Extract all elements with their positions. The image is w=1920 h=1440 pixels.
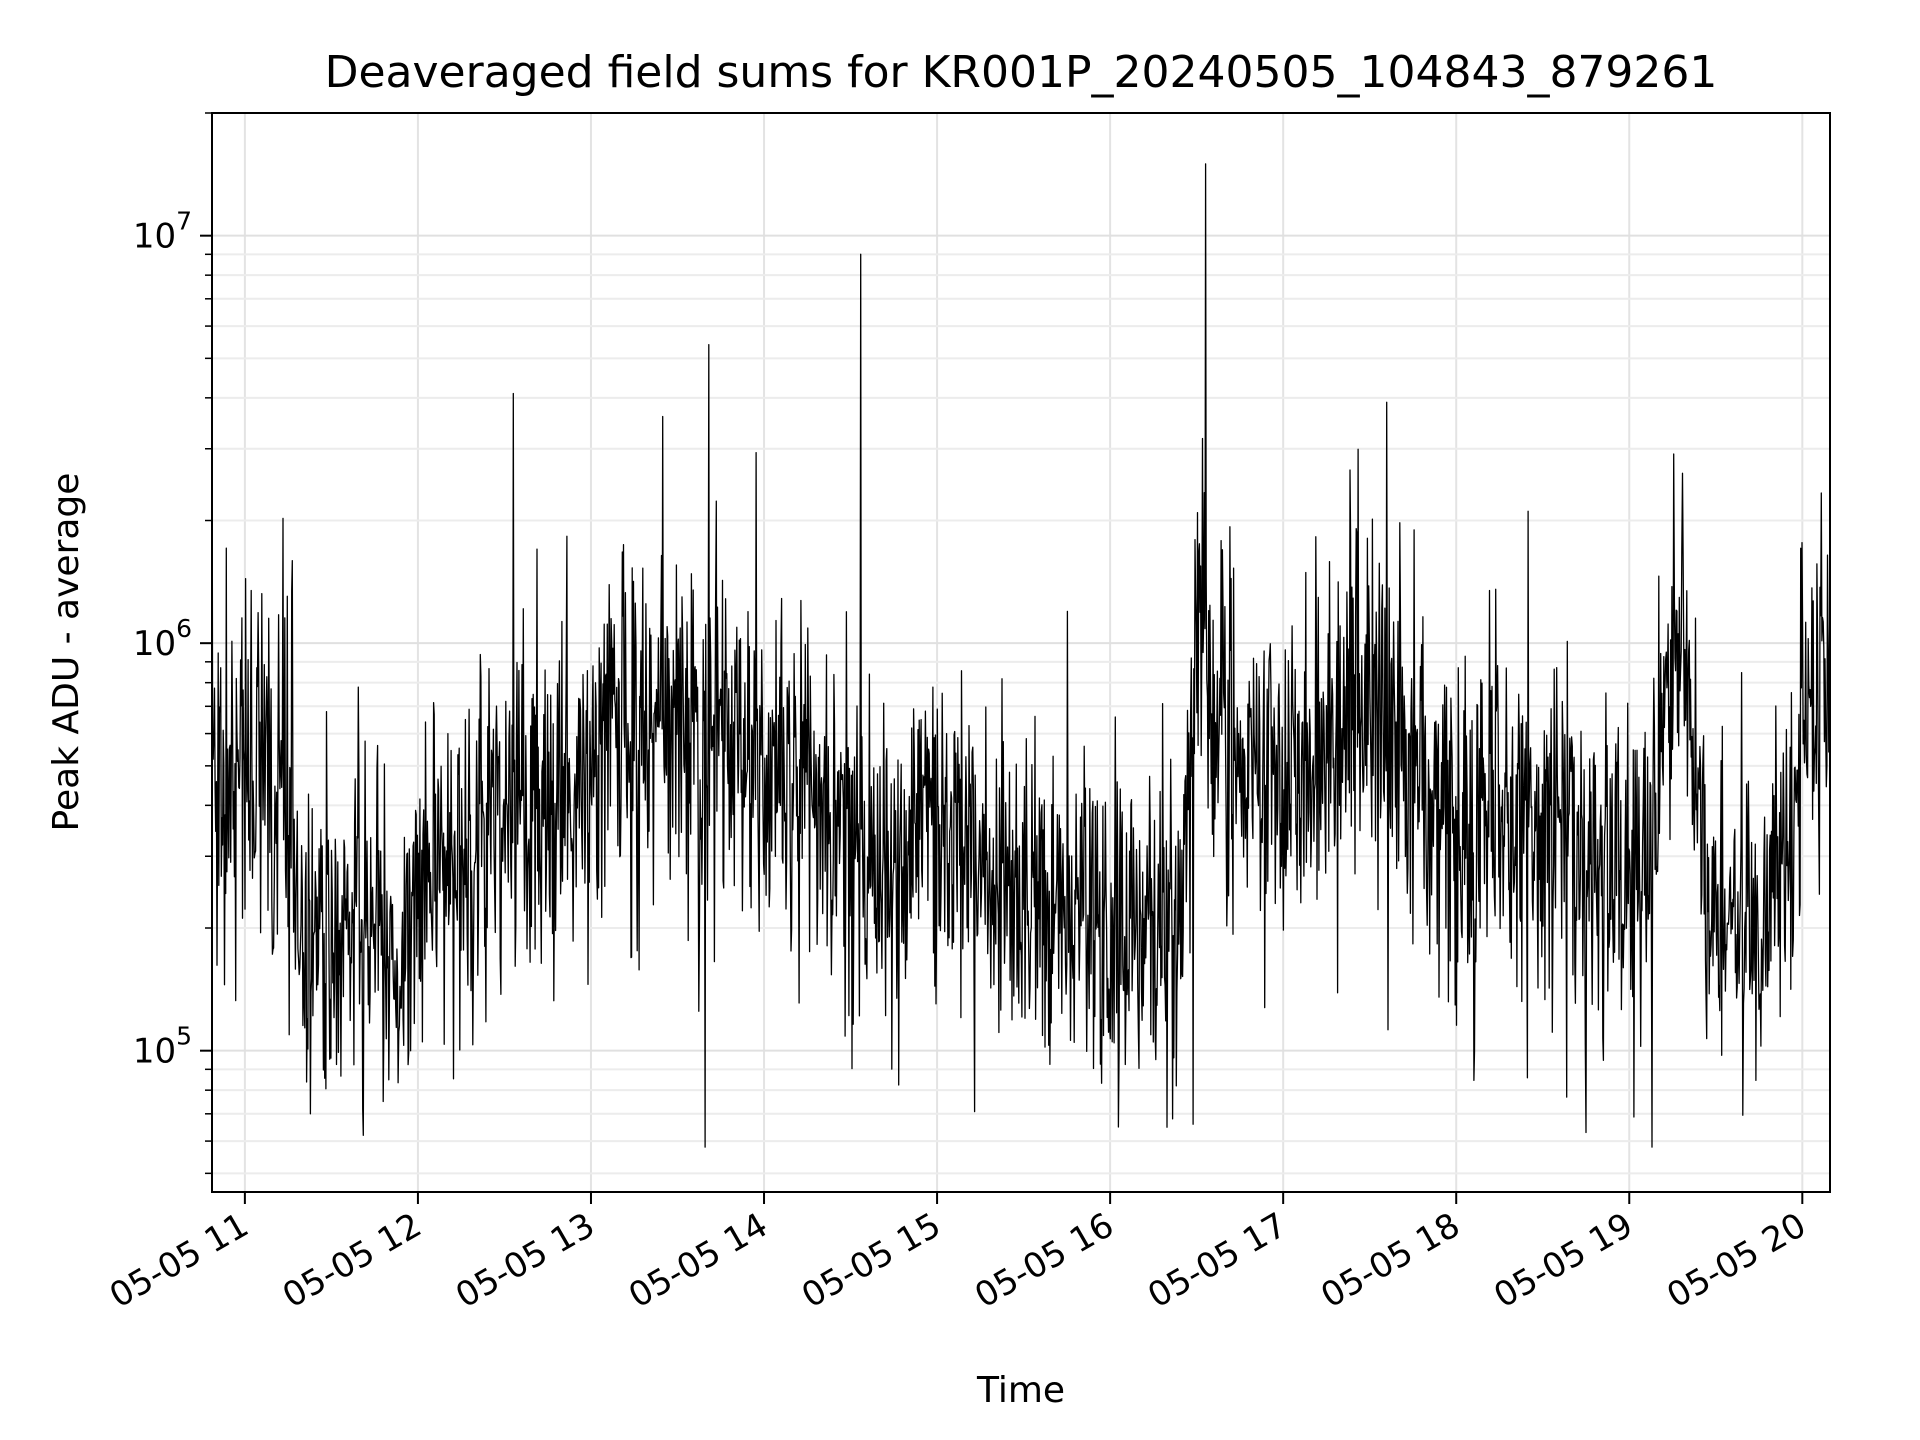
y-tick-label-base: 10 bbox=[133, 624, 176, 664]
y-tick-label-2: 107 bbox=[133, 207, 192, 257]
y-tick-label-base: 10 bbox=[133, 1032, 176, 1072]
series-layer bbox=[211, 163, 1831, 1148]
y-tick-label-1: 106 bbox=[133, 614, 192, 664]
y-axis-label: Peak ADU - average bbox=[46, 473, 87, 832]
y-tick-label-exponent: 6 bbox=[176, 614, 192, 643]
y-tick-label-base: 10 bbox=[133, 217, 176, 257]
series-line bbox=[211, 163, 1831, 1148]
chart-title: Deaveraged field sums for KR001P_2024050… bbox=[325, 47, 1718, 98]
plot-frame bbox=[211, 112, 1831, 1193]
y-tick-label-exponent: 7 bbox=[176, 207, 192, 236]
y-tick-label-0: 105 bbox=[133, 1022, 192, 1072]
x-axis-label: Time bbox=[976, 1370, 1065, 1411]
plot-area-background bbox=[212, 113, 1830, 1192]
y-tick-label-exponent: 5 bbox=[176, 1022, 192, 1051]
